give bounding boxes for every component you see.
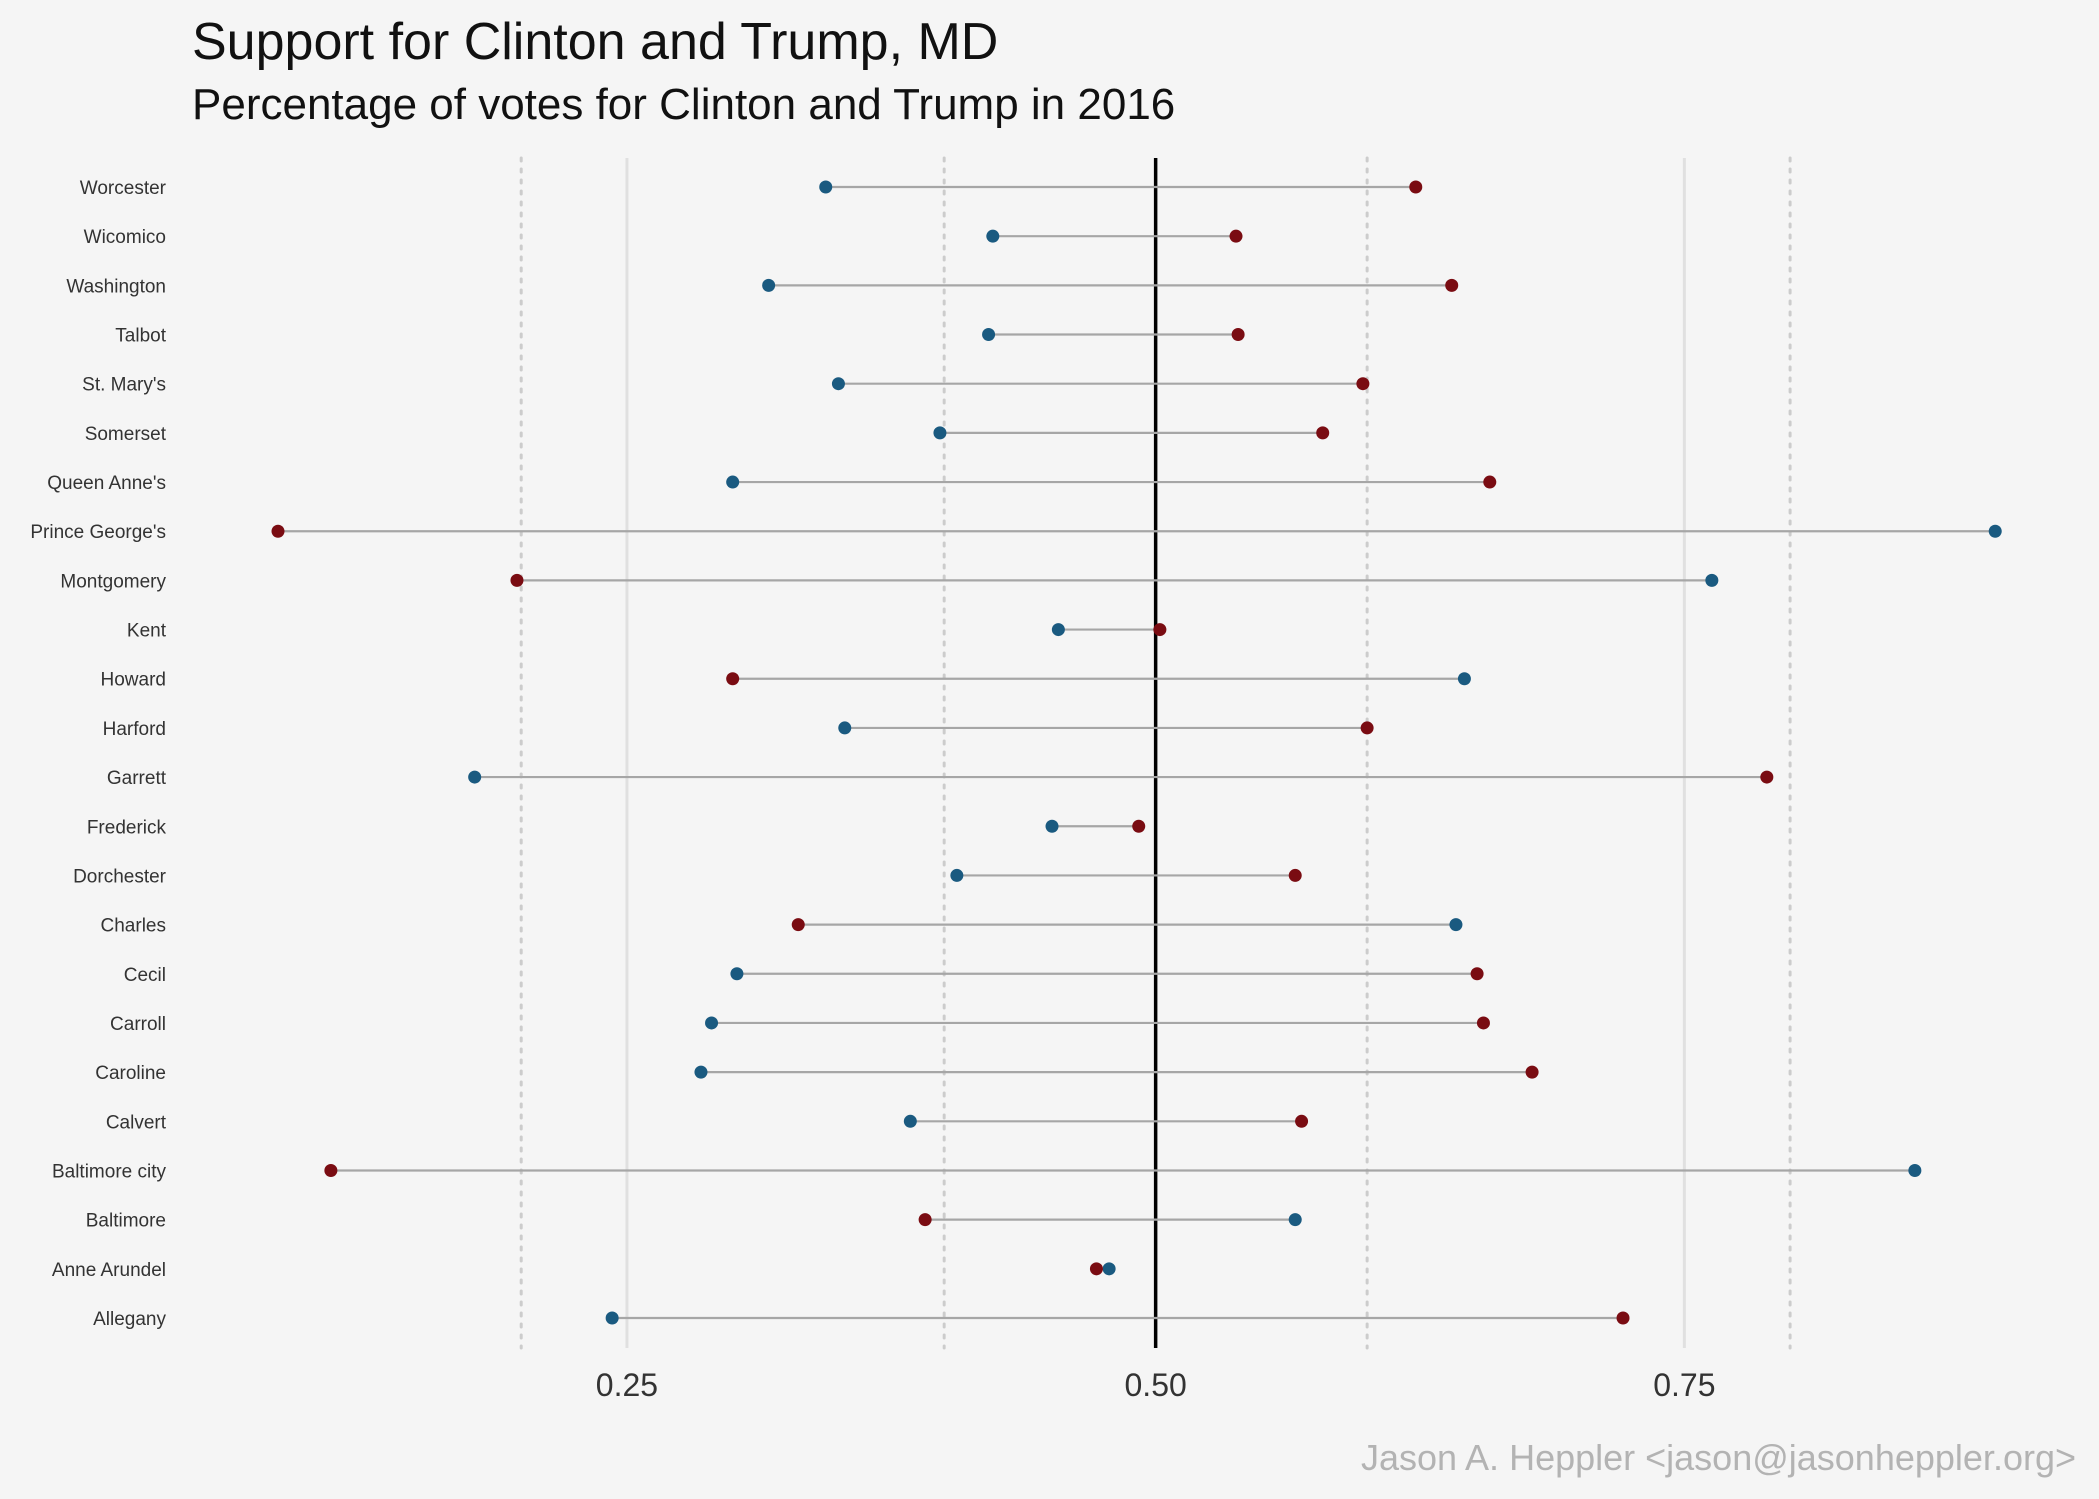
trump-point-23: [1616, 1311, 1630, 1325]
trump-point-8: [510, 573, 524, 587]
trump-point-10: [726, 672, 740, 686]
y-tick-label-2: Washington: [66, 276, 166, 297]
y-tick-label-15: Charles: [101, 916, 166, 937]
clinton-point-3: [982, 328, 996, 342]
clinton-point-6: [726, 475, 740, 489]
trump-point-3: [1231, 328, 1245, 342]
y-tick-label-10: Howard: [101, 670, 166, 691]
trump-point-19: [1295, 1114, 1309, 1128]
trump-point-7: [271, 524, 285, 538]
x-tick-label-1: 0.50: [1125, 1367, 1187, 1403]
chart-subtitle: Percentage of votes for Clinton and Trum…: [192, 80, 1176, 129]
clinton-point-11: [838, 721, 852, 735]
clinton-point-17: [705, 1016, 719, 1030]
chart-title: Support for Clinton and Trump, MD: [192, 13, 999, 71]
trump-point-21: [918, 1213, 932, 1227]
y-tick-label-16: Cecil: [124, 965, 166, 986]
clinton-point-22: [1102, 1262, 1116, 1276]
trump-point-14: [1288, 868, 1302, 882]
clinton-point-18: [694, 1065, 708, 1079]
clinton-point-2: [762, 278, 776, 292]
y-tick-label-9: Kent: [127, 621, 167, 642]
chart-caption: Jason A. Heppler <jason@jasonheppler.org…: [1360, 1437, 2076, 1478]
trump-point-15: [791, 918, 805, 932]
trump-point-17: [1476, 1016, 1490, 1030]
trump-point-11: [1360, 721, 1374, 735]
clinton-point-21: [1288, 1213, 1302, 1227]
clinton-point-12: [468, 770, 482, 784]
y-tick-label-19: Calvert: [106, 1112, 167, 1133]
y-tick-label-4: St. Mary's: [82, 375, 166, 396]
y-tick-label-22: Anne Arundel: [52, 1260, 166, 1281]
trump-point-2: [1445, 278, 1459, 292]
y-tick-label-13: Frederick: [87, 817, 167, 838]
trump-point-12: [1760, 770, 1774, 784]
y-tick-label-12: Garrett: [107, 768, 167, 789]
x-tick-label-0: 0.25: [596, 1367, 658, 1403]
y-tick-label-23: Allegany: [93, 1309, 166, 1330]
clinton-point-1: [986, 229, 1000, 243]
trump-point-18: [1525, 1065, 1539, 1079]
clinton-point-13: [1045, 819, 1059, 833]
y-tick-label-0: Worcester: [80, 178, 167, 199]
clinton-point-19: [903, 1114, 917, 1128]
clinton-point-10: [1457, 672, 1471, 686]
trump-point-20: [324, 1163, 338, 1177]
trump-point-13: [1132, 819, 1146, 833]
clinton-point-7: [1988, 524, 2002, 538]
trump-point-9: [1153, 623, 1167, 637]
trump-point-22: [1089, 1262, 1103, 1276]
clinton-point-16: [730, 967, 744, 981]
clinton-point-9: [1051, 623, 1065, 637]
trump-point-0: [1409, 180, 1423, 194]
y-tick-label-8: Montgomery: [60, 571, 166, 592]
clinton-point-8: [1705, 573, 1719, 587]
trump-point-6: [1483, 475, 1497, 489]
y-tick-label-6: Queen Anne's: [47, 473, 166, 494]
y-tick-label-21: Baltimore: [86, 1211, 166, 1232]
trump-point-16: [1470, 967, 1484, 981]
y-tick-label-18: Caroline: [95, 1063, 166, 1084]
y-tick-label-5: Somerset: [85, 424, 167, 445]
y-tick-label-14: Dorchester: [73, 866, 167, 887]
trump-point-4: [1356, 377, 1370, 391]
trump-point-5: [1316, 426, 1330, 440]
y-tick-label-20: Baltimore city: [52, 1161, 167, 1182]
clinton-point-5: [933, 426, 947, 440]
clinton-point-0: [819, 180, 833, 194]
y-tick-label-3: Talbot: [115, 326, 166, 347]
y-tick-label-11: Harford: [103, 719, 166, 740]
clinton-point-23: [605, 1311, 619, 1325]
trump-point-1: [1229, 229, 1243, 243]
y-tick-label-1: Wicomico: [84, 227, 166, 248]
clinton-point-20: [1908, 1163, 1922, 1177]
y-tick-label-17: Carroll: [110, 1014, 166, 1035]
x-tick-label-2: 0.75: [1653, 1367, 1715, 1403]
clinton-point-15: [1449, 918, 1463, 932]
clinton-point-14: [950, 868, 964, 882]
y-tick-label-7: Prince George's: [30, 522, 166, 543]
clinton-point-4: [831, 377, 845, 391]
